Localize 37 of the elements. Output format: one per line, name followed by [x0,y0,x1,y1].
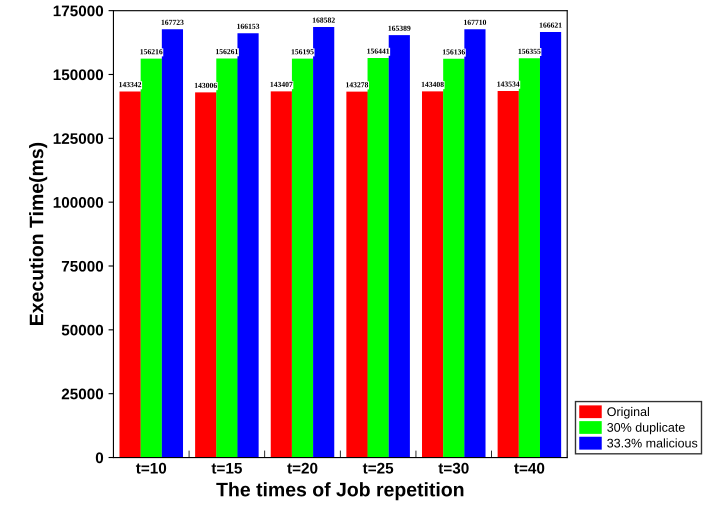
bar [162,29,184,458]
bar [292,58,314,458]
bar [237,33,259,458]
bar [368,58,389,458]
bar [313,27,334,458]
y-tick-label: 50000 [62,324,104,336]
y-tick-label: 75000 [62,260,104,272]
y-tick-label: 100000 [54,197,104,208]
bar [422,91,444,458]
bar [540,32,562,458]
bar [140,58,162,458]
x-tick-label: t=40 [514,462,544,474]
bar [270,91,292,458]
bar [518,58,540,458]
legend-label: Original [607,406,649,419]
y-tick-label: 25000 [62,388,104,400]
legend-label: 33.3% malicious [607,438,698,448]
bar [443,58,464,458]
x-tick-label: t=20 [287,462,318,474]
bar [346,92,368,458]
x-tick-label: t=25 [362,462,394,474]
y-tick-label: 150000 [54,69,104,80]
x-tick-label: t=30 [438,462,469,474]
bar [195,92,216,458]
bar [498,90,519,458]
x-tick-label: t=15 [212,462,242,474]
y-axis-title: Execution Time(ms) [29,142,48,325]
x-axis-title: The times of Job repetition [216,482,464,500]
bar [119,91,141,458]
bar [388,35,410,458]
bar [216,58,238,458]
y-tick-label: 125000 [54,133,104,144]
x-tick-label: t=10 [136,462,166,474]
y-tick-label: 175000 [54,6,104,16]
bar [464,29,486,458]
y-tick-label: 0 [96,452,104,464]
legend-label: 30% duplicate [607,422,685,434]
